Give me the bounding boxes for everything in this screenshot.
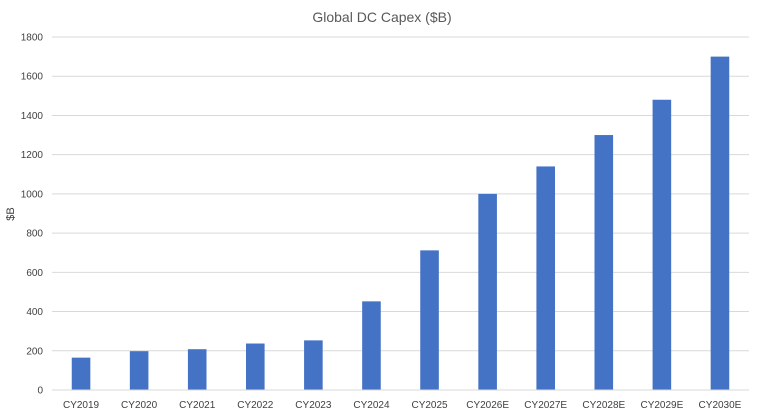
bar — [362, 301, 381, 390]
x-tick-label: CY2030E — [699, 400, 742, 411]
y-tick-label: 1200 — [21, 150, 44, 161]
x-tick-labels: CY2019 CY2020 CY2021 CY2022 CY2023 CY2024 CY20… — [63, 400, 742, 411]
bar — [187, 349, 207, 390]
bar — [594, 135, 614, 390]
x-tick-label: CY2021 — [179, 400, 216, 411]
y-tick-label: 0 — [37, 386, 43, 397]
x-tick-label: CY2025 — [411, 400, 448, 411]
y-tick-label: 400 — [26, 307, 43, 318]
bar — [652, 99, 672, 390]
y-tick-label: 1600 — [21, 72, 44, 83]
y-tick-label: 600 — [26, 268, 43, 279]
bars — [71, 56, 730, 390]
bar — [245, 343, 265, 390]
x-tick-label: CY2019 — [63, 400, 100, 411]
x-tick-label: CY2028E — [582, 400, 625, 411]
x-tick-label: CY2026E — [466, 400, 509, 411]
x-tick-label: CY2027E — [524, 400, 567, 411]
gridlines — [52, 36, 749, 352]
y-axis-label: $B — [5, 207, 17, 220]
bar — [710, 56, 730, 390]
bar — [536, 166, 556, 390]
y-tick-label: 1400 — [21, 111, 44, 122]
y-tick-labels: 0 200 400 600 800 1000 1200 1400 1600 1800 — [21, 33, 44, 397]
bar — [478, 193, 497, 390]
x-tick-label: CY2024 — [353, 400, 390, 411]
bar — [71, 357, 91, 390]
y-tick-label: 200 — [26, 346, 43, 357]
chart-title: Global DC Capex ($B) — [312, 9, 451, 25]
x-tick-label: CY2022 — [237, 400, 274, 411]
bar — [129, 351, 149, 390]
x-tick-label: CY2020 — [121, 400, 158, 411]
x-tick-label: CY2023 — [295, 400, 332, 411]
x-tick-label: CY2029E — [640, 400, 683, 411]
y-tick-label: 1800 — [21, 33, 44, 44]
bar — [304, 340, 323, 390]
y-tick-label: 800 — [26, 229, 43, 240]
y-tick-label: 1000 — [21, 189, 44, 200]
bar — [420, 250, 439, 390]
